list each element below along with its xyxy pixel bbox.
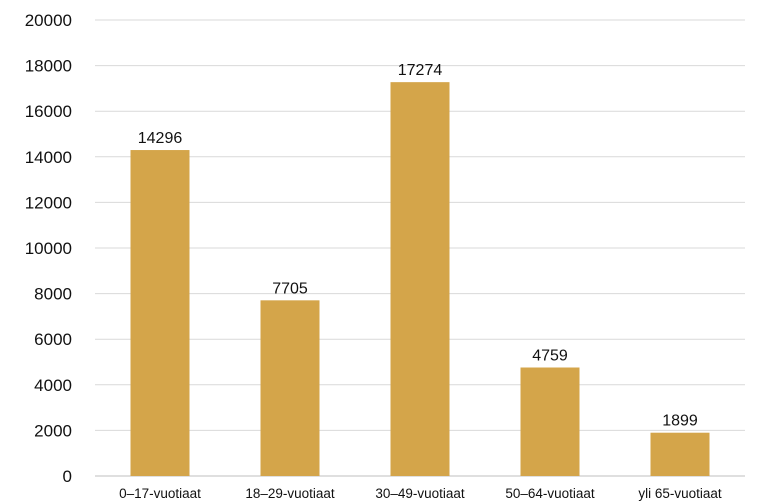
category-label: 0–17-vuotiaat: [119, 486, 201, 501]
y-tick-label: 16000: [25, 102, 72, 121]
category-label: 30–49-vuotiaat: [375, 486, 465, 501]
bars: [130, 82, 710, 476]
y-tick-label: 14000: [25, 148, 72, 167]
y-tick-label: 10000: [25, 239, 72, 258]
y-tick-label: 0: [63, 467, 72, 486]
data-labels: 14296 7705 17274 4759 1899: [138, 62, 698, 430]
bar-1: [130, 150, 190, 476]
bar-3: [390, 82, 450, 476]
y-tick-label: 2000: [34, 421, 72, 440]
y-tick-label: 18000: [25, 57, 72, 76]
category-label: 50–64-vuotiaat: [505, 486, 595, 501]
bar-4: [520, 367, 580, 476]
data-label: 7705: [272, 280, 308, 297]
y-tick-label: 8000: [34, 285, 72, 304]
bar-5: [650, 432, 710, 476]
category-label: yli 65-vuotiaat: [638, 486, 722, 501]
bar-2: [260, 300, 320, 476]
y-tick-label: 20000: [25, 11, 72, 30]
data-label: 14296: [138, 130, 183, 147]
category-label: 18–29-vuotiaat: [245, 486, 335, 501]
x-axis-category-labels: 0–17-vuotiaat 18–29-vuotiaat 30–49-vuotiaa…: [119, 486, 722, 501]
y-tick-label: 4000: [34, 376, 72, 395]
y-tick-label: 12000: [25, 193, 72, 212]
data-label: 17274: [398, 62, 443, 79]
data-label: 4759: [532, 347, 568, 364]
y-axis-tick-labels: 0 2000 4000 6000 8000 10000 12000 14000 16000 180…: [25, 11, 72, 486]
y-tick-label: 6000: [34, 330, 72, 349]
data-label: 1899: [662, 413, 698, 430]
